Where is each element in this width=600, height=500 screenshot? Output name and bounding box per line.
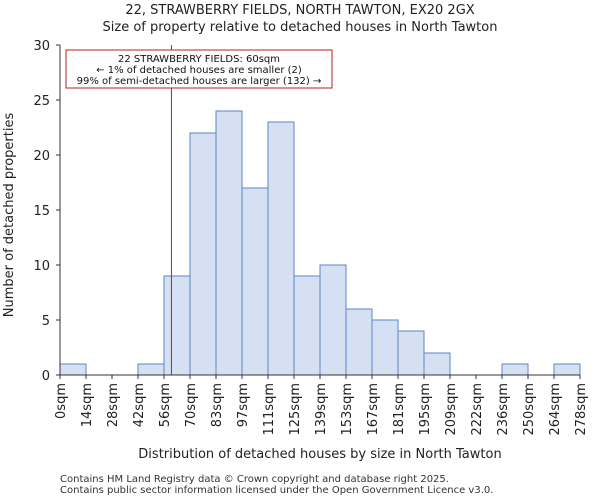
x-tick-label: 70sqm bbox=[184, 383, 199, 427]
y-tick-label: 15 bbox=[33, 204, 50, 219]
x-tick-label: 278sqm bbox=[574, 383, 589, 436]
annotation-box: 22 STRAWBERRY FIELDS: 60sqm ← 1% of deta… bbox=[65, 49, 333, 89]
x-tick-label: 97sqm bbox=[236, 383, 251, 427]
x-tick-label: 56sqm bbox=[158, 383, 173, 427]
histogram-bar bbox=[215, 110, 243, 376]
x-tick-label: 153sqm bbox=[340, 383, 355, 436]
histogram-bar bbox=[137, 363, 165, 376]
y-tick-label: 25 bbox=[33, 94, 50, 109]
histogram-bar bbox=[501, 363, 529, 376]
y-tick-label: 20 bbox=[33, 149, 50, 164]
x-tick-label: 83sqm bbox=[210, 383, 225, 427]
x-tick-label: 0sqm bbox=[54, 383, 69, 419]
y-tick-group: 0 5 10 15 20 25 30 bbox=[33, 39, 60, 384]
x-tick-label: 181sqm bbox=[392, 383, 407, 436]
x-tick-label: 125sqm bbox=[288, 383, 303, 436]
x-tick-label: 14sqm bbox=[80, 383, 95, 427]
chart-title: 22, STRAWBERRY FIELDS, NORTH TAWTON, EX2… bbox=[125, 3, 474, 18]
x-tick-label: 42sqm bbox=[132, 383, 147, 427]
x-tick-label: 222sqm bbox=[470, 383, 485, 436]
y-tick-label: 30 bbox=[33, 39, 50, 54]
histogram-bar bbox=[319, 264, 347, 376]
y-axis-label: Number of detached properties bbox=[2, 113, 17, 318]
histogram-bar bbox=[371, 319, 399, 376]
y-tick-label: 10 bbox=[33, 259, 50, 274]
histogram-bar bbox=[423, 352, 451, 376]
annotation-line-3: 99% of semi-detached houses are larger (… bbox=[77, 76, 322, 87]
annotation-line-2: ← 1% of detached houses are smaller (2) bbox=[96, 65, 302, 76]
histogram-bar bbox=[267, 121, 295, 376]
x-tick-label: 195sqm bbox=[418, 383, 433, 436]
annotation-border bbox=[65, 49, 333, 89]
x-tick-label: 236sqm bbox=[496, 383, 511, 436]
y-tick-label: 0 bbox=[42, 369, 50, 384]
histogram-bar bbox=[345, 308, 373, 376]
x-tick-label: 250sqm bbox=[522, 383, 537, 436]
footer-attribution-2: Contains public sector information licen… bbox=[60, 485, 494, 496]
x-tick-label: 264sqm bbox=[548, 383, 563, 436]
histogram-bar bbox=[293, 275, 321, 376]
footer-attribution-1: Contains HM Land Registry data © Crown c… bbox=[60, 474, 449, 485]
histogram-bar bbox=[553, 363, 581, 376]
x-tick-label: 111sqm bbox=[262, 383, 277, 436]
x-tick-group: 0sqm 14sqm 28sqm 42sqm 56sqm 70sqm 83sqm 97sqm 1… bbox=[54, 375, 589, 436]
histogram-bar bbox=[189, 132, 217, 376]
x-tick-label: 139sqm bbox=[314, 383, 329, 436]
histogram-bar bbox=[59, 363, 87, 376]
x-tick-label: 167sqm bbox=[366, 383, 381, 436]
x-axis-label: Distribution of detached houses by size … bbox=[138, 447, 501, 462]
histogram-bar bbox=[163, 275, 191, 376]
x-tick-label: 209sqm bbox=[444, 383, 459, 436]
chart-subtitle: Size of property relative to detached ho… bbox=[103, 20, 498, 35]
x-tick-label: 28sqm bbox=[106, 383, 121, 427]
histogram-bar bbox=[241, 187, 269, 376]
y-tick-label: 5 bbox=[42, 314, 50, 329]
bar-group bbox=[59, 110, 581, 376]
annotation-line-1: 22 STRAWBERRY FIELDS: 60sqm bbox=[118, 54, 280, 65]
histogram-bar bbox=[397, 330, 425, 376]
